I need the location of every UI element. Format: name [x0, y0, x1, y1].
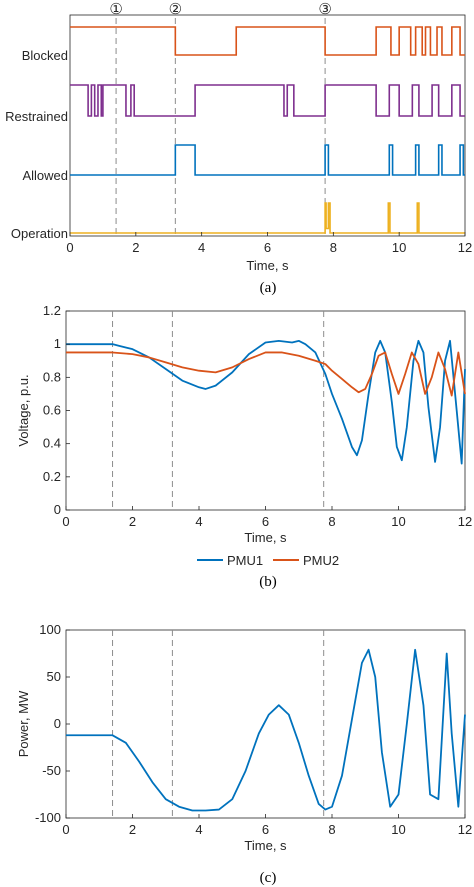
series-allowed-line — [70, 144, 465, 176]
series-power-line — [66, 648, 466, 812]
panel-a-caption: (a) — [260, 280, 277, 296]
legend-box — [189, 550, 339, 570]
x-tick-label: 10 — [392, 240, 406, 255]
x-tick-label: 12 — [458, 822, 472, 837]
y-tick-label: 0.2 — [43, 469, 61, 484]
x-tick-label: 2 — [132, 240, 139, 255]
panel-b-voltage-chart: 0 2 4 6 8 10 12 0 0.2 0.4 0.6 0.8 1 1.2 Time, s Voltage… — [16, 303, 472, 570]
x-tick-label: 4 — [195, 514, 202, 529]
x-tick-label: 2 — [129, 822, 136, 837]
signal-label-blocked: Blocked — [22, 48, 68, 63]
panel-a-axes-box — [69, 14, 466, 237]
panel-c-power-chart: 0 2 4 6 8 10 12 -100 -50 0 50 100 Time, s Power, MW — [16, 622, 472, 853]
signal-label-restrained: Restrained — [5, 109, 68, 124]
x-tick-label: 8 — [328, 822, 335, 837]
x-axis-label: Time, s — [244, 838, 287, 853]
series-operation-line — [70, 202, 465, 234]
x-tick-label: 0 — [62, 822, 69, 837]
series-restrained-line — [70, 84, 465, 117]
x-tick-label: 8 — [328, 514, 335, 529]
x-tick-label: 12 — [458, 514, 472, 529]
y-axis-label: Voltage, p.u. — [16, 374, 31, 446]
y-tick-label: 0.8 — [43, 369, 61, 384]
signal-label-allowed: Allowed — [22, 168, 68, 183]
y-tick-label: 0 — [54, 502, 61, 517]
event-marker-3: ③ — [318, 0, 331, 18]
legend: PMU1 PMU2 — [189, 550, 339, 570]
y-tick-label: 0.6 — [43, 403, 61, 418]
y-tick-label: 1 — [54, 336, 61, 351]
x-tick-label: 4 — [198, 240, 205, 255]
event-marker-2: ② — [169, 0, 182, 18]
x-tick-label: 6 — [262, 514, 269, 529]
x-tick-label: 0 — [62, 514, 69, 529]
x-axis-label: Time, s — [244, 530, 287, 545]
y-tick-label: 0.4 — [43, 436, 61, 451]
y-tick-label: 0 — [54, 716, 61, 731]
series-pmu1-line — [66, 339, 466, 465]
x-tick-label: 10 — [391, 514, 405, 529]
x-tick-label: 12 — [458, 240, 472, 255]
x-tick-label: 8 — [330, 240, 337, 255]
x-tick-label: 6 — [262, 822, 269, 837]
y-tick-label: 50 — [47, 669, 61, 684]
y-tick-label: -50 — [42, 763, 61, 778]
legend-label-pmu2: PMU2 — [303, 553, 339, 568]
x-tick-label: 10 — [391, 822, 405, 837]
event-marker-1: ① — [109, 0, 122, 18]
x-axis-label: Time, s — [246, 258, 289, 273]
panel-c-caption: (c) — [260, 870, 277, 886]
panel-c-axes-box — [65, 629, 466, 819]
series-pmu2-line — [66, 351, 466, 397]
x-tick-label: 2 — [129, 514, 136, 529]
y-tick-label: 1.2 — [43, 303, 61, 318]
x-tick-label: 4 — [195, 822, 202, 837]
panel-b-caption: (b) — [259, 574, 277, 590]
y-axis-label: Power, MW — [16, 690, 31, 757]
x-tick-label: 0 — [66, 240, 73, 255]
y-tick-label: -100 — [35, 810, 61, 825]
panel-b-axes-box — [65, 310, 466, 511]
legend-label-pmu1: PMU1 — [227, 553, 263, 568]
x-tick-label: 6 — [264, 240, 271, 255]
signal-label-operation: Operation — [11, 226, 68, 241]
series-blocked-line — [70, 26, 465, 56]
y-tick-label: 100 — [39, 622, 61, 637]
